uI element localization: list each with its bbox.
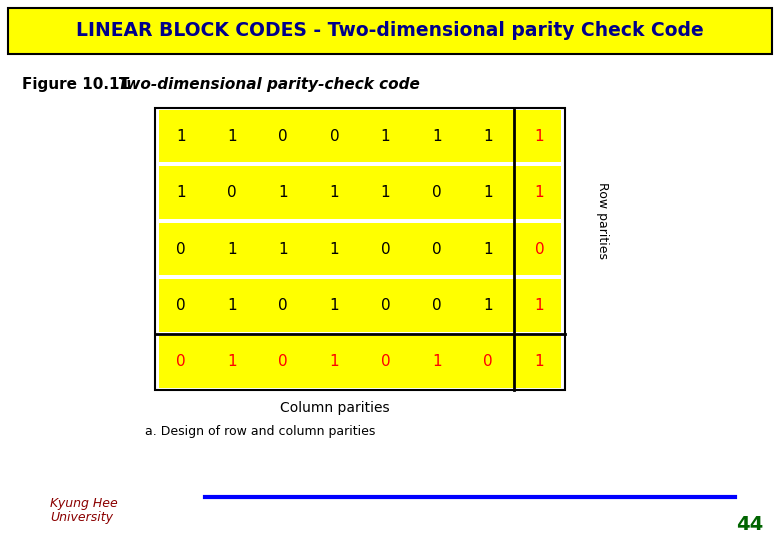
Text: Row parities: Row parities: [597, 183, 609, 259]
Text: 1: 1: [432, 129, 441, 144]
Text: 1: 1: [534, 354, 544, 369]
Bar: [159, 166, 561, 219]
Text: 1: 1: [534, 298, 544, 313]
Text: 0: 0: [432, 298, 441, 313]
Text: 1: 1: [227, 241, 236, 256]
Text: 0: 0: [381, 298, 391, 313]
Text: 1: 1: [381, 129, 391, 144]
Text: 0: 0: [278, 298, 288, 313]
Text: 1: 1: [330, 354, 339, 369]
Text: 1: 1: [484, 298, 493, 313]
Text: 1: 1: [330, 185, 339, 200]
Text: 1: 1: [278, 185, 288, 200]
Text: a. Design of row and column parities: a. Design of row and column parities: [145, 426, 375, 438]
Text: 0: 0: [176, 241, 186, 256]
Bar: [159, 223, 561, 275]
Bar: [159, 110, 561, 163]
Text: Figure 10.11: Figure 10.11: [22, 78, 130, 92]
Bar: [155, 108, 565, 390]
Text: 1: 1: [227, 298, 236, 313]
Text: 1: 1: [176, 185, 186, 200]
Text: 1: 1: [432, 354, 441, 369]
Text: LINEAR BLOCK CODES - Two-dimensional parity Check Code: LINEAR BLOCK CODES - Two-dimensional par…: [76, 22, 704, 40]
Text: 1: 1: [484, 185, 493, 200]
Text: 1: 1: [330, 241, 339, 256]
Text: 0: 0: [176, 354, 186, 369]
Bar: [155, 108, 565, 390]
Text: 0: 0: [278, 354, 288, 369]
Text: 0: 0: [432, 241, 441, 256]
Bar: [159, 335, 561, 388]
Text: 1: 1: [534, 129, 544, 144]
Text: 1: 1: [227, 129, 236, 144]
Text: 0: 0: [227, 185, 236, 200]
Text: 1: 1: [278, 241, 288, 256]
Text: 1: 1: [484, 129, 493, 144]
Text: 44: 44: [736, 516, 764, 535]
Text: 1: 1: [330, 298, 339, 313]
Text: 0: 0: [484, 354, 493, 369]
Bar: [159, 279, 561, 332]
Text: Two-dimensional parity-check code: Two-dimensional parity-check code: [118, 78, 420, 92]
Text: University: University: [50, 511, 113, 524]
Text: 0: 0: [381, 354, 391, 369]
Text: 0: 0: [432, 185, 441, 200]
Text: 1: 1: [484, 241, 493, 256]
Text: 1: 1: [381, 185, 391, 200]
Text: 0: 0: [534, 241, 544, 256]
Text: 1: 1: [227, 354, 236, 369]
Text: 0: 0: [278, 129, 288, 144]
Text: 1: 1: [534, 185, 544, 200]
Text: 0: 0: [381, 241, 391, 256]
Text: 0: 0: [176, 298, 186, 313]
Text: 0: 0: [330, 129, 339, 144]
Text: 1: 1: [176, 129, 186, 144]
Text: Column parities: Column parities: [279, 401, 389, 415]
Bar: [8, 8, 772, 54]
Text: Kyung Hee: Kyung Hee: [50, 496, 118, 510]
